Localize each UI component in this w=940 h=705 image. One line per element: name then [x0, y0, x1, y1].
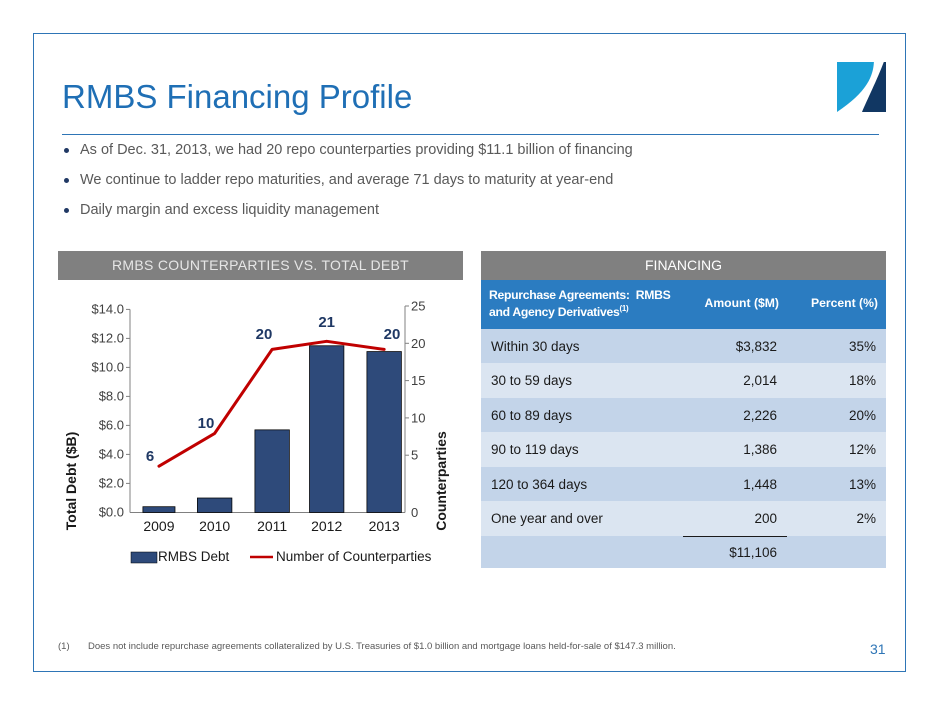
svg-text:2011: 2011 — [257, 518, 287, 534]
svg-text:10: 10 — [411, 410, 425, 425]
svg-text:$10.0: $10.0 — [91, 360, 124, 375]
svg-text:$6.0: $6.0 — [99, 418, 124, 433]
svg-text:0: 0 — [411, 505, 418, 520]
svg-text:21: 21 — [318, 314, 335, 331]
svg-text:2013: 2013 — [369, 518, 400, 534]
svg-text:Counterparties: Counterparties — [433, 431, 449, 531]
svg-text:2012: 2012 — [311, 518, 342, 534]
svg-text:2009: 2009 — [143, 518, 174, 534]
svg-text:25: 25 — [411, 299, 425, 314]
svg-text:6: 6 — [146, 448, 154, 465]
svg-text:$8.0: $8.0 — [99, 389, 124, 404]
svg-text:$0.0: $0.0 — [99, 505, 124, 520]
svg-text:2010: 2010 — [199, 518, 230, 534]
svg-text:Number of Counterparties: Number of Counterparties — [276, 549, 432, 564]
svg-text:RMBS Debt: RMBS Debt — [158, 549, 230, 564]
svg-text:$2.0: $2.0 — [99, 476, 124, 491]
svg-text:20: 20 — [411, 336, 425, 351]
svg-text:5: 5 — [411, 448, 418, 463]
svg-text:15: 15 — [411, 373, 425, 388]
svg-text:$12.0: $12.0 — [91, 331, 124, 346]
svg-text:$14.0: $14.0 — [91, 302, 124, 317]
svg-text:20: 20 — [384, 326, 401, 343]
svg-text:Total Debt ($B): Total Debt ($B) — [63, 432, 79, 531]
svg-text:$4.0: $4.0 — [99, 447, 124, 462]
svg-text:10: 10 — [198, 415, 215, 432]
svg-text:20: 20 — [256, 326, 273, 343]
